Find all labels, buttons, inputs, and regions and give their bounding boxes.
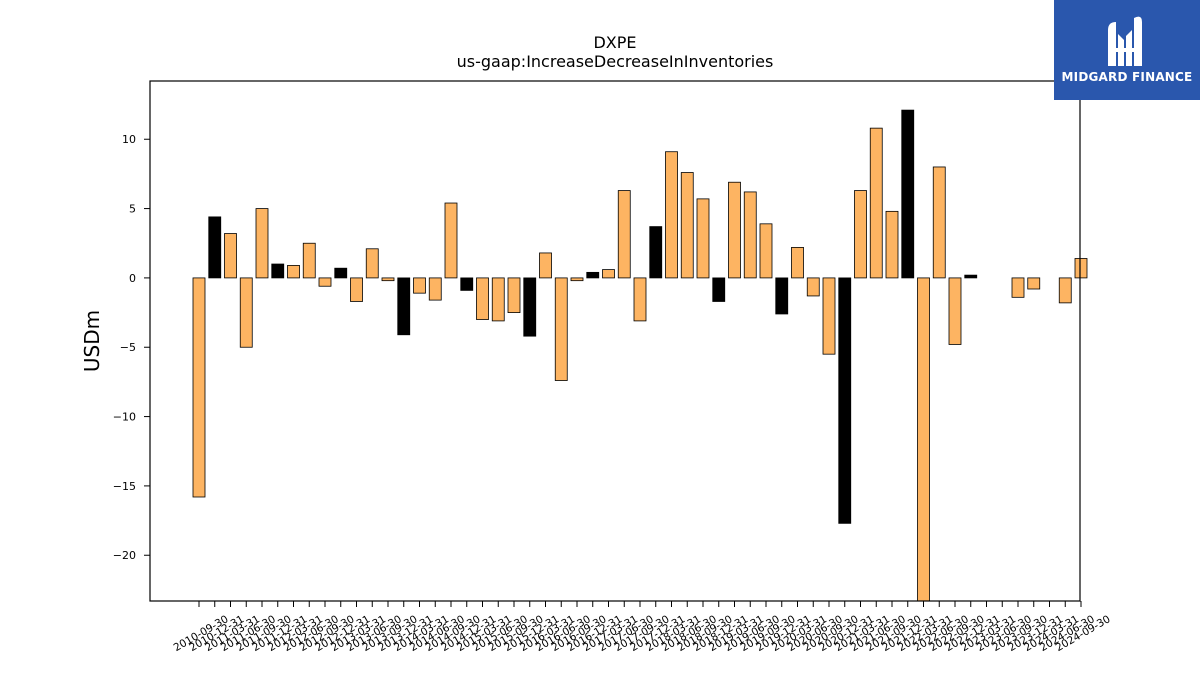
y-tick-label: −10 (113, 411, 136, 424)
midgard-mh-monogram-icon (1108, 16, 1142, 66)
bar-2011-09-30 (255, 208, 269, 279)
bar-2017-06-30 (617, 190, 631, 279)
bar-2018-03-31 (665, 151, 678, 279)
bar-2023-09-30 (1011, 277, 1025, 298)
bar-2013-03-31 (350, 277, 363, 302)
bar-2017-12-31 (649, 226, 663, 279)
bar-2014-06-30 (428, 277, 442, 301)
bar-2018-12-31 (712, 277, 726, 302)
bar-2021-09-30 (885, 210, 899, 279)
bar-2024-09-30 (1074, 258, 1088, 279)
chart-title: DXPE (593, 33, 636, 52)
x-axis: 2010-09-302010-12-312011-03-312011-06-30… (172, 601, 1113, 654)
bar-2022-06-30 (932, 166, 946, 279)
bar-2017-09-30 (633, 277, 647, 322)
brand-logo: MIDGARD FINANCE (1054, 0, 1200, 100)
y-axis: −20 −15 −10 −5 0 5 10 (113, 133, 150, 562)
bar-2013-09-30 (381, 277, 395, 282)
bar-2022-03-31 (917, 277, 930, 602)
bar-2021-03-31 (854, 190, 867, 279)
bar-2016-06-30 (554, 277, 568, 381)
bar-2016-03-31 (539, 252, 552, 279)
bar-2014-09-30 (444, 202, 458, 279)
bar-2021-12-31 (901, 109, 915, 279)
y-tick-label: 0 (129, 272, 136, 285)
y-tick-label: −20 (113, 549, 136, 562)
bar-2018-09-30 (696, 198, 710, 279)
bar-2016-09-30 (570, 277, 584, 282)
bar-2012-09-30 (318, 277, 332, 287)
bar-2016-12-31 (586, 271, 600, 279)
y-tick-label: 10 (122, 133, 136, 146)
bar-2023-12-31 (1027, 277, 1041, 290)
bar-2015-09-30 (507, 277, 521, 313)
plot-frame (149, 80, 1081, 602)
bar-2020-09-30 (822, 277, 836, 355)
bar-2012-06-30 (302, 242, 316, 279)
y-tick-label: −5 (120, 341, 136, 354)
bar-2024-06-30 (1058, 277, 1072, 304)
bar-2010-12-31 (208, 216, 222, 279)
bar-2011-12-31 (271, 263, 285, 279)
bar-2019-03-31 (728, 181, 741, 279)
bar-2011-06-30 (239, 277, 253, 348)
bar-2010-09-30 (192, 277, 206, 498)
bar-2011-03-31 (224, 233, 237, 279)
bar-2019-12-31 (775, 277, 789, 315)
brand-name: MIDGARD FINANCE (1061, 70, 1193, 84)
bar-2021-06-30 (869, 127, 883, 279)
bar-2012-12-31 (334, 267, 348, 279)
y-tick-label: 5 (129, 203, 136, 216)
y-axis-label: USDm (80, 310, 104, 372)
bar-2017-03-31 (602, 269, 615, 279)
bar-2014-03-31 (413, 277, 426, 294)
bar-2019-06-30 (743, 191, 757, 279)
bar-2015-03-31 (476, 277, 489, 320)
bar-2019-09-30 (759, 223, 773, 279)
bar-2018-06-30 (680, 172, 694, 279)
chart-subtitle: us-gaap:IncreaseDecreaseInInventories (457, 52, 774, 71)
bar-2022-09-30 (948, 277, 962, 345)
bar-2015-12-31 (523, 277, 537, 337)
bar-2015-06-30 (491, 277, 505, 322)
bar-2013-06-30 (365, 248, 379, 279)
bar-2020-03-31 (791, 246, 804, 279)
bar-2022-12-31 (964, 274, 978, 279)
bar-2014-12-31 (460, 277, 474, 291)
bar-2013-12-31 (397, 277, 411, 336)
y-tick-label: −15 (113, 480, 136, 493)
bar-2012-03-31 (287, 265, 300, 279)
bar-2020-12-31 (838, 277, 852, 524)
bars-layer (192, 109, 1088, 602)
bar-2020-06-30 (806, 277, 820, 297)
